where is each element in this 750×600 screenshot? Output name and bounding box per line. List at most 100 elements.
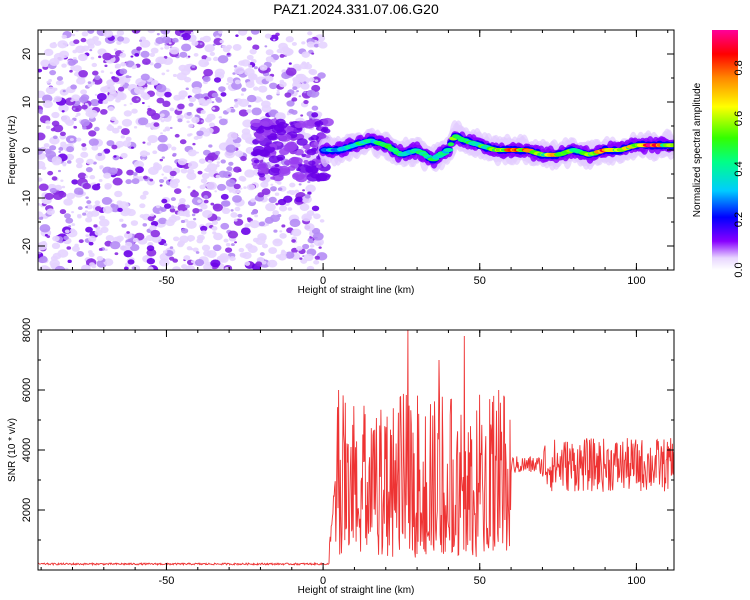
- noise-blob: [162, 165, 173, 173]
- noise-blob: [133, 86, 145, 95]
- noise-blob: [42, 100, 53, 109]
- noise-blob: [216, 255, 226, 263]
- noise-blob: [306, 265, 315, 270]
- noise-blob: [159, 113, 165, 118]
- noise-blob: [198, 208, 203, 212]
- noise-blob: [78, 239, 84, 244]
- noise-blob: [91, 62, 98, 68]
- noise-blob: [315, 164, 322, 169]
- noise-blob: [190, 31, 194, 35]
- noise-blob: [218, 30, 223, 34]
- noise-blob: [179, 235, 189, 244]
- noise-blob: [249, 48, 257, 55]
- noise-blob: [219, 39, 225, 44]
- noise-blob: [245, 81, 255, 89]
- noise-blob: [222, 171, 232, 179]
- noise-blob: [194, 259, 205, 267]
- noise-blob: [135, 166, 144, 174]
- noise-blob: [89, 174, 96, 180]
- noise-blob: [216, 161, 220, 164]
- noise-blob: [58, 104, 69, 113]
- noise-blob: [298, 183, 302, 186]
- x-tick-label: 50: [474, 275, 486, 287]
- noise-blob: [270, 183, 274, 186]
- noise-blob: [261, 188, 271, 196]
- noise-blob: [76, 250, 84, 257]
- noise-blob: [82, 212, 87, 216]
- noise-blob: [211, 226, 218, 231]
- noise-blob: [225, 247, 233, 253]
- noise-blob: [240, 155, 247, 162]
- noise-blob: [272, 210, 279, 216]
- noise-blob: [47, 170, 54, 176]
- noise-blob: [94, 93, 98, 96]
- noise-blob: [255, 261, 263, 267]
- noise-blob: [303, 253, 314, 262]
- noise-blob: [228, 174, 231, 177]
- noise-blob: [207, 159, 213, 164]
- noise-blob: [39, 224, 51, 233]
- noise-blob: [200, 230, 207, 235]
- noise-blob: [160, 30, 171, 35]
- noise-blob: [64, 267, 69, 270]
- noise-blob: [73, 65, 82, 72]
- noise-blob: [233, 218, 238, 222]
- noise-blob: [149, 178, 154, 182]
- noise-blob: [71, 94, 81, 102]
- colorbar-tick-label: 0.4: [733, 161, 745, 176]
- noise-blob: [93, 126, 100, 132]
- noise-blob: [71, 33, 76, 37]
- noise-blob: [302, 119, 316, 129]
- noise-blob: [191, 64, 196, 68]
- noise-blob: [183, 159, 188, 163]
- noise-blob: [284, 92, 292, 98]
- noise-blob: [121, 118, 133, 127]
- noise-blob: [160, 207, 167, 212]
- spectrogram-image: [38, 30, 674, 270]
- noise-blob: [314, 121, 321, 126]
- noise-blob: [45, 86, 56, 95]
- noise-blob: [177, 210, 185, 217]
- noise-blob: [172, 266, 181, 270]
- noise-blob: [284, 251, 295, 259]
- noise-blob: [155, 56, 166, 65]
- noise-blob: [180, 168, 188, 174]
- x-tick-label: -50: [159, 275, 175, 287]
- noise-blob: [217, 183, 227, 191]
- noise-blob: [200, 109, 206, 115]
- noise-blob: [196, 151, 199, 154]
- noise-blob: [71, 245, 80, 252]
- noise-blob: [223, 142, 227, 146]
- noise-blob: [208, 144, 213, 148]
- noise-blob: [134, 53, 140, 57]
- noise-blob: [292, 63, 302, 71]
- noise-blob: [252, 44, 260, 50]
- noise-blob: [131, 266, 136, 270]
- noise-blob: [187, 149, 197, 157]
- noise-blob: [299, 257, 303, 260]
- noise-blob: [307, 31, 313, 36]
- noise-blob: [88, 138, 99, 147]
- noise-blob: [69, 138, 74, 142]
- noise-blob: [279, 81, 287, 88]
- noise-blob: [119, 52, 127, 58]
- x-tick-label: 100: [627, 275, 645, 287]
- noise-blob: [301, 61, 307, 65]
- noise-blob: [140, 92, 149, 99]
- noise-blob: [98, 248, 103, 251]
- noise-blob: [299, 203, 310, 211]
- noise-blob: [250, 118, 263, 128]
- noise-blob: [69, 119, 75, 124]
- noise-blob: [70, 84, 77, 90]
- noise-blob: [267, 259, 278, 268]
- noise-blob: [276, 89, 280, 92]
- snr-panel: -50 0 50 100 2000 4000 6000 8000 Height of stra…: [7, 318, 675, 596]
- noise-blob: [203, 183, 208, 187]
- noise-blob: [221, 207, 231, 215]
- noise-blob: [279, 54, 285, 58]
- noise-blob: [87, 81, 92, 85]
- noise-blob: [301, 213, 312, 222]
- noise-blob: [304, 194, 311, 199]
- noise-blob: [52, 192, 64, 201]
